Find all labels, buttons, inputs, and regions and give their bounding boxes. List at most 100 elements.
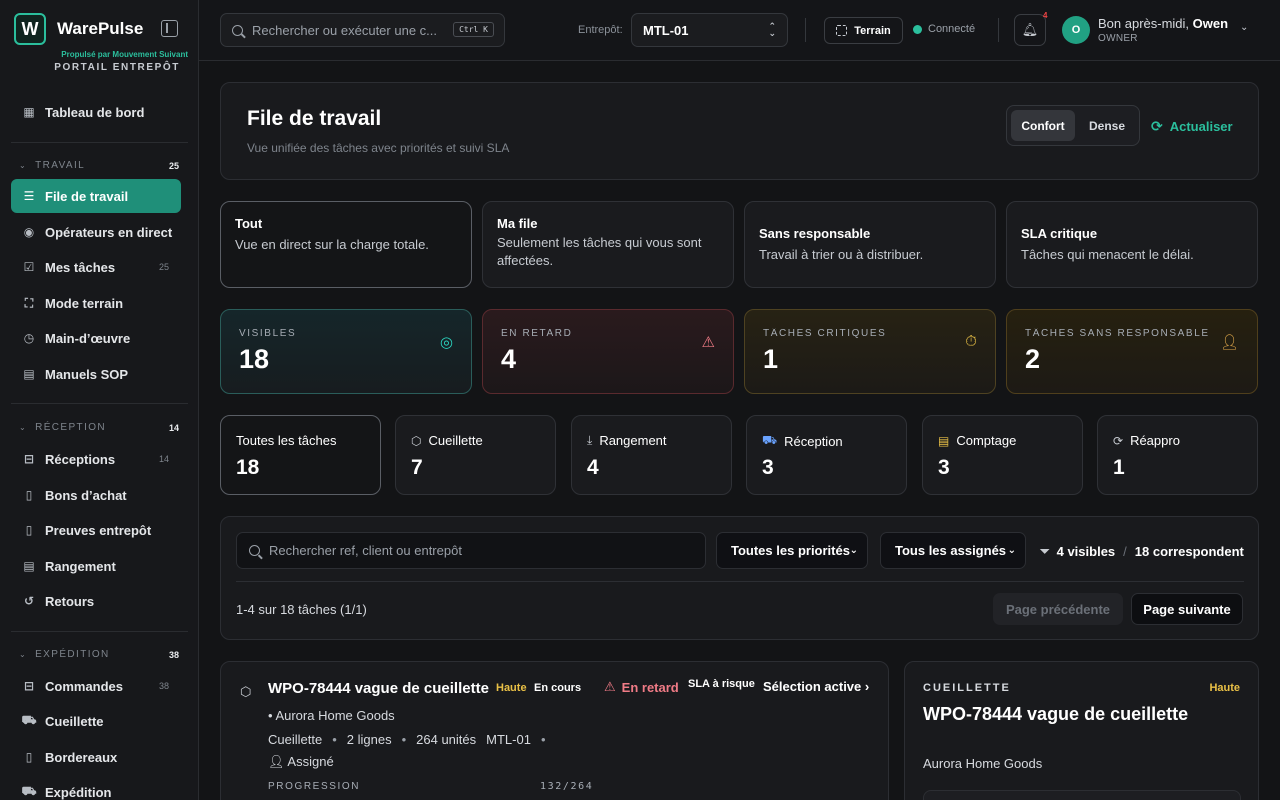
view-desc: Seulement les tâches qui vous sont affec…	[497, 235, 702, 268]
brand[interactable]: W WarePulse	[14, 13, 143, 45]
type-card-replenish[interactable]: ⟳ Réappro 1	[1097, 415, 1258, 495]
task-detail-panel: CUEILLETTE Haute WPO-78444 vague de cuei…	[904, 661, 1259, 800]
sidebar-item-live-operators[interactable]: ◉ Opérateurs en direct	[11, 215, 181, 249]
broadcast-icon: ◉	[23, 225, 35, 239]
priority-select[interactable]: Toutes les priorités ⌄	[716, 532, 868, 569]
refresh-label: Actualiser	[1169, 119, 1233, 134]
avatar[interactable]: O	[1062, 16, 1090, 44]
section-travail[interactable]: ⌄ TRAVAIL 25	[19, 160, 179, 171]
user-icon: 👤︎	[268, 754, 285, 769]
kpi-late: EN RETARD 4 ⚠	[482, 309, 734, 394]
section-reception[interactable]: ⌄ RÉCEPTION 14	[19, 422, 179, 433]
notifications-button[interactable]: 🔔︎	[1014, 14, 1046, 46]
type-card-picking[interactable]: ⬡ Cueillette 7	[395, 415, 556, 495]
task-client: • Aurora Home Goods	[268, 708, 395, 723]
sidebar-item-dashboard[interactable]: ▦ Tableau de bord	[11, 95, 181, 129]
user-greeting[interactable]: Bon après-midi, Owen	[1098, 16, 1228, 31]
task-warehouse: MTL-01	[486, 732, 531, 747]
view-card-my-queue[interactable]: Ma file Seulement les tâches qui vous so…	[482, 201, 734, 288]
sidebar-item-label: Tableau de bord	[45, 104, 145, 120]
terrain-button[interactable]: Terrain	[824, 17, 903, 44]
type-title: ⬡ Cueillette	[411, 433, 483, 448]
next-page-button[interactable]: Page suivante	[1131, 593, 1243, 625]
sidebar-item-label: Bordereaux	[45, 749, 118, 765]
sidebar-item-count: 38	[158, 681, 169, 691]
divider	[998, 18, 999, 42]
kpi-value: 4	[501, 344, 517, 374]
refresh-button[interactable]: ⟳ Actualiser	[1151, 118, 1233, 135]
sidebar-item-putaway[interactable]: ▤ Rangement	[11, 549, 181, 583]
sidebar-item-field-mode[interactable]: ⛶ Mode terrain	[11, 286, 181, 320]
sidebar-item-purchase-orders[interactable]: ▯ Bons d’achat	[11, 478, 181, 512]
view-desc: Vue en direct sur la charge totale.	[235, 237, 429, 252]
command-search-input[interactable]: Rechercher ou exécuter une c... Ctrl K	[220, 13, 505, 47]
assignee-select[interactable]: Tous les assignés ⌄	[880, 532, 1026, 569]
type-card-all[interactable]: Toutes les tâches 18	[220, 415, 381, 495]
section-label: TRAVAIL	[35, 160, 86, 171]
search-placeholder: Rechercher ref, client ou entrepôt	[269, 543, 462, 558]
type-value: 1	[1113, 456, 1125, 479]
sidebar-item-worklist[interactable]: ☰ File de travail	[11, 179, 181, 213]
type-title: ▤ Comptage	[938, 433, 1016, 448]
chevron-down-icon[interactable]: ⌄	[1240, 22, 1249, 33]
kpi-critical: TÂCHES CRITIQUES 1 ⏱	[744, 309, 996, 394]
bullet: •	[401, 732, 407, 747]
task-search-input[interactable]: Rechercher ref, client ou entrepôt	[236, 532, 706, 569]
priority-value: Toutes les priorités	[731, 543, 850, 558]
status-text: Connecté	[928, 23, 976, 35]
previous-page-button[interactable]: Page précédente	[993, 593, 1123, 625]
sidebar: W WarePulse Propulsé par Mouvement Suiva…	[0, 0, 199, 800]
portal-label: PORTAIL ENTREPÔT	[54, 62, 180, 73]
bell-icon: 🔔︎	[1021, 22, 1039, 37]
chevron-down-icon: ⌄	[1007, 545, 1016, 556]
type-card-putaway[interactable]: ⤓ Rangement 4	[571, 415, 732, 495]
sidebar-item-returns[interactable]: ↺ Retours	[11, 584, 181, 618]
file-icon: ▯	[25, 488, 33, 502]
density-comfort-button[interactable]: Confort	[1011, 110, 1075, 141]
progress-value: 132/264	[540, 781, 594, 792]
type-card-count[interactable]: ▤ Comptage 3	[922, 415, 1083, 495]
sidebar-collapse-icon[interactable]	[161, 20, 178, 37]
sidebar-item-picking[interactable]: ⛟ Cueillette	[11, 704, 181, 738]
late-text: En retard	[621, 679, 679, 695]
view-card-sla-critical[interactable]: SLA critique Tâches qui menacent le déla…	[1006, 201, 1258, 288]
sidebar-item-label: Preuves entrepôt	[45, 522, 152, 538]
warehouse-label: Entrepôt:	[578, 24, 623, 36]
sidebar-item-orders[interactable]: ⊟ Commandes 38	[11, 669, 181, 703]
notification-count: 4	[1043, 11, 1048, 20]
sidebar-item-label: Opérateurs en direct	[45, 224, 173, 240]
task-card[interactable]: ⬡ WPO-78444 vague de cueillette Haute En…	[220, 661, 889, 800]
warehouse-value: MTL-01	[643, 22, 689, 38]
warehouse-select[interactable]: MTL-01 ⌃ ⌄	[631, 13, 788, 47]
inbox-icon: ⊟	[23, 452, 35, 466]
bullet: •	[540, 732, 546, 747]
task-type: Cueillette	[268, 732, 323, 747]
active-selection[interactable]: Sélection active ›	[763, 679, 869, 694]
chevron-down-icon: ⌄	[19, 650, 28, 659]
sidebar-item-slips[interactable]: ▯ Bordereaux	[11, 740, 181, 774]
sidebar-item-sop[interactable]: ▤ Manuels SOP	[11, 357, 181, 391]
sidebar-item-receptions[interactable]: ⊟ Réceptions 14	[11, 442, 181, 476]
view-card-unassigned[interactable]: Sans responsable Travail à trier ou à di…	[744, 201, 996, 288]
type-label: Cueillette	[428, 433, 483, 448]
section-expedition[interactable]: ⌄ EXPÉDITION 38	[19, 649, 179, 660]
sidebar-item-my-tasks[interactable]: ☑ Mes tâches 25	[11, 250, 181, 284]
type-card-reception[interactable]: ⛟ Réception 3	[746, 415, 907, 495]
type-title: ⤓ Rangement	[587, 433, 667, 448]
chevron-down-icon: ⌄	[849, 545, 858, 556]
divider	[11, 403, 188, 404]
sidebar-item-labor[interactable]: ◷ Main-d’œuvre	[11, 321, 181, 355]
sidebar-item-label: Bons d’achat	[45, 487, 127, 503]
inbox-icon: ⊟	[23, 679, 35, 693]
sidebar-item-warehouse-proofs[interactable]: ▯ Preuves entrepôt	[11, 513, 181, 547]
powered-by: Propulsé par Mouvement Suivant	[61, 50, 188, 59]
sidebar-item-label: Réceptions	[45, 451, 116, 467]
page-title: File de travail	[247, 107, 382, 130]
sidebar-item-shipping[interactable]: ⛟ Expédition	[11, 775, 181, 800]
density-dense-button[interactable]: Dense	[1088, 118, 1126, 133]
view-card-all[interactable]: Tout Vue en direct sur la charge totale.	[220, 201, 472, 288]
sidebar-item-label: Retours	[45, 593, 95, 609]
scan-icon	[836, 25, 848, 36]
box-icon: ⬡	[240, 684, 252, 699]
file-check-icon: ▯	[25, 523, 33, 537]
